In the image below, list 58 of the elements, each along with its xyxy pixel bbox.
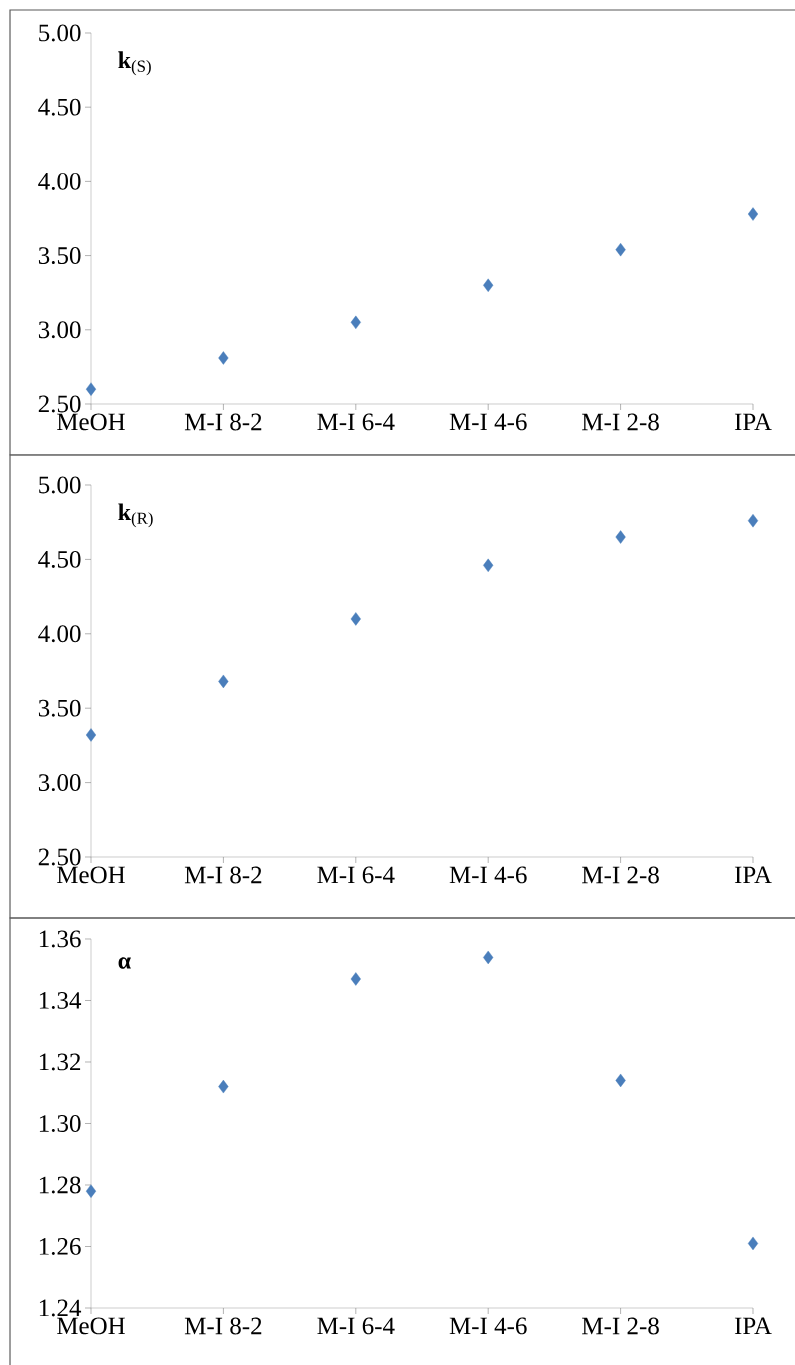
y-tick-label: 1.24 — [39, 1299, 82, 1317]
y-tick-label: 3.00 — [38, 774, 81, 792]
y-tick-label: 2.50 — [38, 848, 81, 866]
point — [483, 950, 494, 965]
point — [350, 315, 361, 330]
y-tick-label: 1.36 — [39, 930, 81, 948]
y-tick-label: 3.50 — [38, 699, 81, 717]
y-tick-label: 1.26 — [39, 1238, 81, 1255]
point — [85, 728, 97, 742]
annotation: k$_{(R)}$ — [118, 503, 153, 528]
y-tick-label: 5.00 — [39, 476, 81, 494]
point — [483, 278, 494, 292]
y-tick-label: 4.50 — [38, 550, 81, 568]
y-tick-label: 4.00 — [38, 172, 81, 190]
x-tick-label: M-I 2-8 — [582, 1317, 659, 1335]
y-tick-label: 1.34 — [39, 992, 82, 1009]
point — [483, 558, 494, 573]
y-tick-label: 3.50 — [38, 247, 81, 265]
x-tick-label: MeOH — [57, 1317, 125, 1335]
annotation: k$_{(S)}$ — [118, 51, 151, 76]
point — [615, 530, 626, 544]
y-tick-label: 4.00 — [38, 625, 81, 643]
point — [350, 972, 361, 986]
y-tick-label: 5.00 — [39, 24, 81, 42]
point — [85, 1184, 97, 1198]
y-tick-label: 1.32 — [39, 1053, 81, 1071]
x-tick-label: M-I 2-8 — [582, 413, 659, 431]
y-tick-label: 2.50 — [38, 395, 81, 413]
y-tick-label: 1.30 — [39, 1115, 81, 1132]
x-tick-label: MeOH — [57, 866, 125, 884]
point — [747, 1236, 759, 1251]
x-tick-label: M-I 4-6 — [449, 1317, 527, 1335]
point — [85, 382, 97, 396]
y-tick-label: 3.00 — [38, 321, 81, 339]
point — [218, 674, 229, 689]
x-tick-label: M-I 6-4 — [317, 413, 395, 431]
x-tick-label: M-I 2-8 — [582, 866, 659, 884]
annotation: α — [118, 957, 131, 969]
x-tick-label: M-I 4-6 — [449, 866, 527, 884]
point — [615, 242, 626, 257]
x-tick-label: IPA — [734, 1317, 772, 1335]
x-tick-label: IPA — [734, 413, 772, 431]
x-tick-label: M-I 8-2 — [184, 413, 262, 431]
point — [747, 514, 759, 528]
point — [747, 207, 759, 221]
x-tick-label: M-I 6-4 — [317, 1317, 395, 1335]
x-tick-label: M-I 8-2 — [184, 866, 262, 884]
point — [615, 1073, 626, 1088]
x-tick-label: MeOH — [57, 413, 125, 431]
x-tick-label: IPA — [734, 866, 772, 884]
point — [218, 351, 229, 365]
x-tick-label: M-I 6-4 — [317, 866, 395, 884]
point — [218, 1079, 229, 1094]
y-tick-label: 4.50 — [38, 98, 81, 116]
point — [350, 612, 361, 626]
y-tick-label: 1.28 — [39, 1176, 81, 1194]
x-tick-label: M-I 4-6 — [449, 413, 527, 431]
x-tick-label: M-I 8-2 — [184, 1317, 262, 1335]
